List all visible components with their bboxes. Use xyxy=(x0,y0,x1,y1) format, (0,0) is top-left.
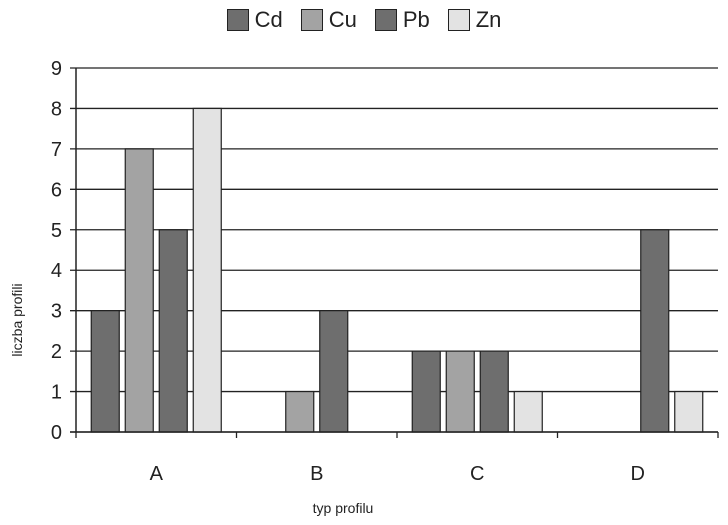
legend-item-cd: Cd xyxy=(226,7,283,33)
legend-item-pb: Pb xyxy=(374,7,430,33)
chart-legend: Cd Cu Pb Zn xyxy=(0,6,728,34)
bar-zn-d xyxy=(674,390,704,433)
y-tick-label: 0 xyxy=(51,422,62,444)
y-tick-label: 6 xyxy=(51,179,62,201)
y-tick-label: 1 xyxy=(51,382,62,404)
y-axis-label: liczba profili xyxy=(9,283,25,356)
bar-pb-c xyxy=(479,350,509,433)
bar-cd-c xyxy=(411,350,441,433)
legend-label: Cd xyxy=(254,7,283,32)
y-tick-label: 7 xyxy=(51,139,62,161)
legend-item-cu: Cu xyxy=(300,7,357,33)
legend-swatch xyxy=(300,9,323,31)
legend-label: Zn xyxy=(475,7,502,32)
bar-zn-c xyxy=(513,390,543,433)
y-tick-label: 5 xyxy=(51,220,62,242)
legend-label: Cu xyxy=(328,7,357,32)
bar-zn-a xyxy=(192,107,222,433)
y-tick-label: 8 xyxy=(51,98,62,120)
legend-swatch xyxy=(226,9,249,31)
x-axis-label: typ profilu xyxy=(313,500,374,516)
bar-pb-b xyxy=(319,310,349,433)
y-tick-label: 3 xyxy=(51,301,62,323)
legend-label: Pb xyxy=(402,7,430,32)
bar-cu-b xyxy=(285,390,315,433)
bar-cu-c xyxy=(445,350,475,433)
legend-swatch xyxy=(374,9,397,31)
y-tick-label: 9 xyxy=(51,58,62,80)
x-tick-label: B xyxy=(310,463,323,485)
x-tick-label: C xyxy=(470,463,484,485)
bar-pb-a xyxy=(158,229,188,433)
bar-pb-d xyxy=(640,229,670,433)
bar-cd-a xyxy=(90,310,120,433)
x-tick-label: D xyxy=(631,463,645,485)
legend-swatch xyxy=(447,9,470,31)
x-tick-label: A xyxy=(150,463,164,485)
y-tick-label: 4 xyxy=(51,260,62,282)
legend-item-zn: Zn xyxy=(447,7,502,33)
bar-cu-a xyxy=(124,148,154,433)
y-tick-label: 2 xyxy=(51,341,62,363)
